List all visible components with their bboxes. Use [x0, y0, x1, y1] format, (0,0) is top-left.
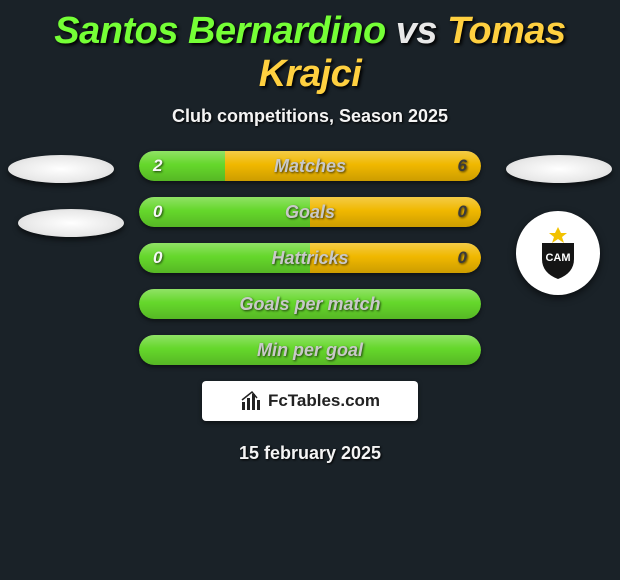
- vs-label: vs: [396, 10, 447, 52]
- stat-row: Goals00: [139, 197, 481, 227]
- stat-row: Hattricks00: [139, 243, 481, 273]
- date-label: 15 february 2025: [0, 443, 620, 464]
- bar-segment-left: [139, 197, 310, 227]
- bar-segment-right: [310, 197, 481, 227]
- stats-chart-icon: [240, 390, 262, 412]
- subtitle: Club competitions, Season 2025: [0, 106, 620, 127]
- stat-row: Min per goal: [139, 335, 481, 365]
- stat-row: Matches26: [139, 151, 481, 181]
- bar-segment-left: [139, 243, 310, 273]
- crest-letters: CAM: [545, 252, 570, 264]
- club-badge: CAM: [516, 211, 600, 295]
- stat-row: Goals per match: [139, 289, 481, 319]
- team-right-ellipse-1: [506, 155, 612, 183]
- team-left-ellipse-2: [18, 209, 124, 237]
- bar-segment-full: [139, 289, 481, 319]
- team-left-ellipse-1: [8, 155, 114, 183]
- bar-segment-left: [139, 151, 225, 181]
- player1-name: Santos Bernardino: [54, 10, 385, 52]
- page-title: Santos Bernardino vs Tomas Krajci: [0, 0, 620, 96]
- bar-segment-full: [139, 335, 481, 365]
- bar-segment-right: [310, 243, 481, 273]
- stat-bars: Matches26 Goals00 Hattricks00 Goals per mat…: [139, 151, 481, 365]
- club-crest-icon: CAM: [530, 225, 586, 281]
- source-box: FcTables.com: [202, 381, 418, 421]
- star-icon: [549, 227, 567, 243]
- bar-segment-right: [225, 151, 482, 181]
- comparison-stage: CAM Matches26 Goals00 Hattricks00 Goals per…: [0, 151, 620, 464]
- source-text: FcTables.com: [268, 391, 380, 411]
